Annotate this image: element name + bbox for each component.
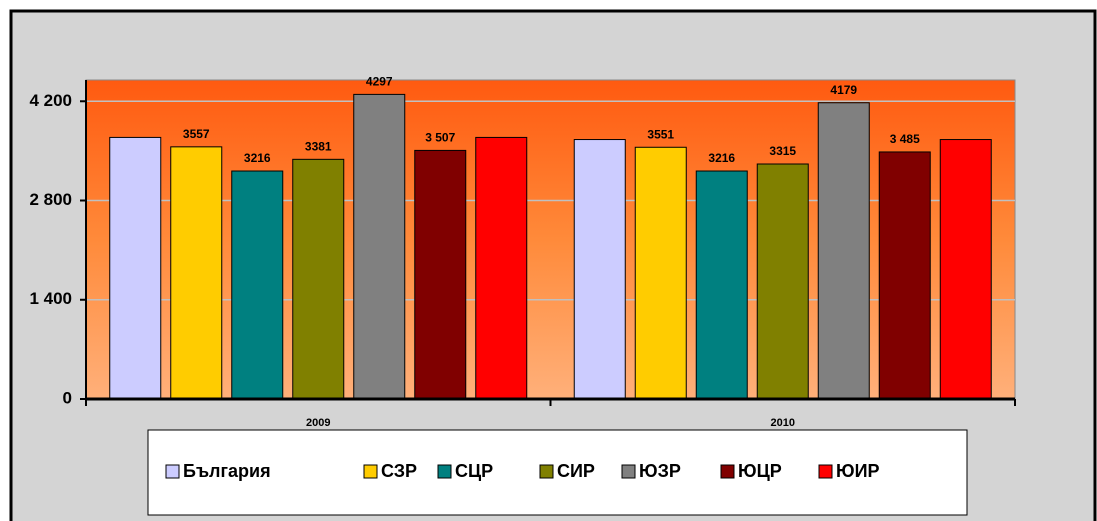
bar — [475, 136, 528, 400]
y-tick-label: 0 — [63, 388, 72, 407]
y-tick-label: 1 400 — [29, 289, 72, 308]
legend-swatch — [818, 464, 833, 479]
bar — [695, 170, 748, 400]
data-label: 3551 — [647, 127, 674, 141]
data-label: 3216 — [708, 151, 735, 165]
legend-label: България — [183, 461, 271, 481]
bar — [109, 136, 162, 400]
legend-label: ЮЦР — [738, 461, 782, 481]
bar — [414, 149, 467, 400]
x-tick-label: 2010 — [771, 417, 795, 429]
legend-label: ЮИР — [836, 461, 880, 481]
legend-swatch — [720, 464, 735, 479]
x-tick-label: 2009 — [306, 417, 330, 429]
bar — [231, 170, 284, 400]
data-label: 3381 — [305, 139, 332, 153]
bar — [756, 163, 809, 400]
legend-swatch — [621, 464, 636, 479]
legend-swatch — [437, 464, 452, 479]
legend-label: СЗР — [381, 461, 417, 481]
bar — [817, 102, 870, 400]
bar — [878, 151, 931, 400]
legend-label: СИР — [557, 461, 595, 481]
data-label: 3557 — [183, 127, 210, 141]
data-label: 3216 — [244, 151, 271, 165]
bar — [634, 146, 687, 400]
bar — [573, 139, 626, 400]
legend-label: СЦР — [455, 461, 493, 481]
bar — [170, 146, 223, 400]
legend-swatch — [539, 464, 554, 479]
legend-label: ЮЗР — [639, 461, 681, 481]
data-label: 3 507 — [425, 131, 455, 145]
data-label: 3315 — [769, 144, 796, 158]
bar — [353, 93, 406, 400]
y-tick-label: 4 200 — [29, 91, 72, 110]
plot-area — [85, 79, 1016, 400]
data-label: 3 485 — [890, 132, 920, 146]
legend-swatch — [165, 464, 180, 479]
y-tick-label: 2 800 — [29, 190, 72, 209]
data-label: 4297 — [366, 75, 393, 89]
bar — [939, 139, 992, 400]
data-label: 4179 — [830, 83, 857, 97]
bar — [292, 158, 345, 400]
legend-swatch — [363, 464, 378, 479]
